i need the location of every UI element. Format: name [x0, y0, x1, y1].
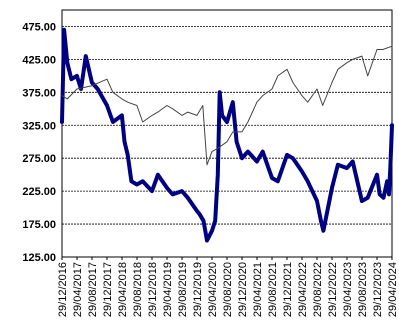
y-tick-label: 175.00	[22, 219, 56, 231]
y-tick-label: 475.00	[22, 21, 56, 33]
x-tick-label: 29/04/2018	[117, 262, 129, 317]
series-group	[60, 27, 394, 243]
x-tick-label: 29/08/2022	[312, 262, 324, 317]
x-axis: 29/12/2016 29/04/2017 29/08/2017 29/12/2017…	[57, 257, 399, 317]
x-tick-label: 29/04/2020	[207, 262, 219, 317]
series-line-0	[60, 27, 394, 243]
x-tick-label: 29/08/2018	[132, 262, 144, 317]
x-tick-label: 29/08/2017	[87, 262, 99, 317]
x-tick-label: 29/12/2020	[237, 262, 249, 317]
x-tick-label: 29/04/2024	[387, 262, 399, 317]
y-tick-label: 225.00	[22, 186, 56, 198]
x-tick-label: 29/04/2022	[297, 262, 309, 317]
y-axis: 475.00 425.00 375.00 325.00 275.00 225.00 175.…	[22, 21, 56, 264]
x-tick-label: 29/12/2021	[282, 262, 294, 317]
grid-lines	[62, 26, 392, 225]
x-tick-label: 29/12/2023	[372, 262, 384, 317]
y-tick-label: 125.00	[22, 252, 56, 264]
series-line-1	[61, 45, 393, 166]
plot-frame	[61, 9, 393, 258]
x-tick-label: 29/08/2020	[222, 262, 234, 317]
x-tick-label: 29/12/2017	[102, 262, 114, 317]
x-tick-label: 29/12/2019	[192, 262, 204, 317]
x-tick-label: 29/04/2017	[72, 262, 84, 317]
x-tick-label: 29/08/2023	[357, 262, 369, 317]
x-tick-label: 29/04/2023	[342, 262, 354, 317]
x-tick-label: 29/12/2018	[147, 262, 159, 317]
y-tick-label: 375.00	[22, 87, 56, 99]
x-tick-label: 29/04/2019	[162, 262, 174, 317]
x-tick-label: 29/08/2019	[177, 262, 189, 317]
x-tick-label: 29/12/2016	[57, 262, 69, 317]
x-tick-label: 29/08/2021	[267, 262, 279, 317]
y-tick-label: 275.00	[22, 153, 56, 165]
y-tick-label: 325.00	[22, 120, 56, 132]
x-tick-label: 29/12/2022	[327, 262, 339, 317]
y-tick-label: 425.00	[22, 54, 56, 66]
x-tick-label: 29/04/2021	[252, 262, 264, 317]
